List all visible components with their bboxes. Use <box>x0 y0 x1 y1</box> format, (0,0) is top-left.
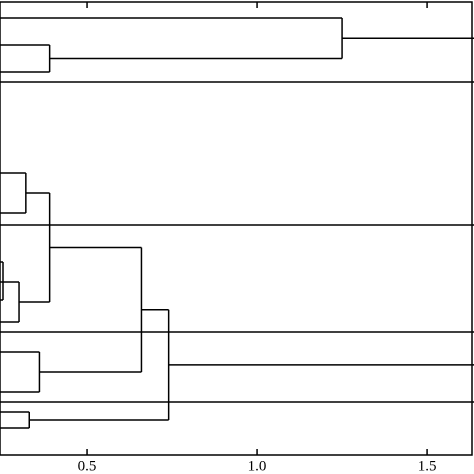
x-tick-label: 1.0 <box>248 458 267 474</box>
plot-frame <box>0 1 473 456</box>
x-tick-label: 1.5 <box>418 458 437 474</box>
x-tick-label: 0.5 <box>78 458 97 474</box>
